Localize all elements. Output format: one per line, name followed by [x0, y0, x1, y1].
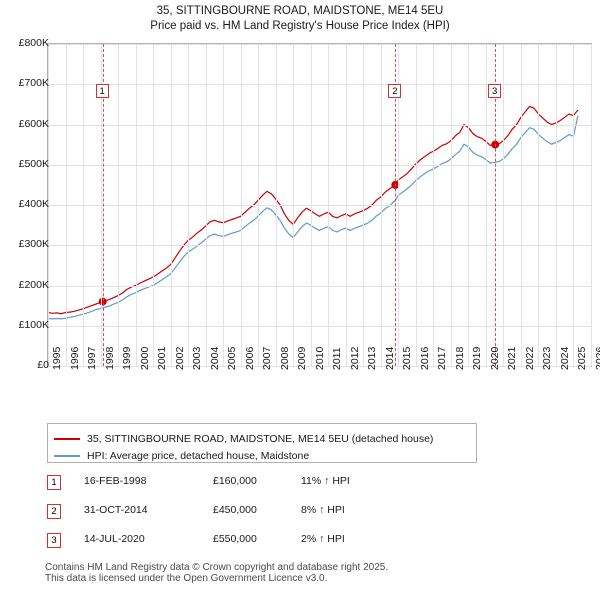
x-axis-tick-label: 2021 [506, 346, 519, 370]
x-axis-tick-label: 2023 [541, 346, 554, 370]
gridline-horizontal [48, 125, 591, 126]
x-axis-tick-label: 2022 [523, 346, 536, 370]
title-line-2: Price paid vs. HM Land Registry's House … [150, 20, 450, 32]
x-axis-tick-label: 2020 [488, 346, 501, 370]
y-axis-tick-label: £600K [18, 117, 49, 130]
event-row-number: 3 [47, 533, 61, 548]
title-line-1: 35, SITTINGBOURNE ROAD, MAIDSTONE, ME14 … [156, 5, 444, 17]
x-axis-tick-label: 2011 [331, 347, 344, 370]
event-row-price: £450,000 [213, 504, 257, 516]
gridline-horizontal [48, 286, 591, 287]
legend-label: HPI: Average price, detached house, Maid… [87, 450, 310, 462]
y-axis-tick-label: £0 [37, 359, 49, 371]
event-number-badge: 1 [95, 84, 109, 98]
x-axis-tick-label: 2018 [453, 346, 466, 370]
y-axis-tick-label: £300K [18, 238, 49, 251]
event-number-badge: 3 [488, 84, 502, 98]
gridline-horizontal [48, 165, 591, 166]
y-axis-tick-label: £100K [18, 318, 49, 331]
event-row-date: 16-FEB-1998 [84, 475, 147, 487]
gridline-vertical [591, 44, 592, 366]
gridline-horizontal [48, 245, 591, 246]
x-axis-tick-label: 2016 [418, 346, 431, 370]
gridline-horizontal [48, 84, 591, 85]
gridline-horizontal [48, 326, 591, 327]
y-axis-tick-label: £200K [18, 278, 49, 291]
gridline-horizontal [48, 366, 591, 367]
legend-color-swatch [54, 438, 80, 440]
gridline-horizontal [48, 44, 591, 45]
price-chart-plot-area [47, 43, 592, 367]
chart-series-line [48, 105, 579, 315]
x-axis-tick-label: 1996 [68, 346, 81, 370]
chart-series-line [48, 115, 579, 320]
footer-line-1: Contains HM Land Registry data © Crown c… [45, 562, 389, 573]
x-axis-tick-label: 1999 [121, 346, 134, 370]
x-axis-tick-label: 2025 [576, 346, 589, 370]
x-axis-tick-label: 2001 [156, 346, 169, 370]
event-row-price: £550,000 [213, 533, 257, 545]
y-axis-tick-label: £500K [18, 157, 49, 170]
x-axis-tick-label: 1998 [103, 346, 116, 370]
gridline-horizontal [48, 205, 591, 206]
x-axis-tick-label: 2007 [261, 346, 274, 370]
x-axis-tick-label: 2000 [138, 346, 151, 370]
x-axis-tick-label: 2009 [296, 346, 309, 370]
x-axis-tick-label: 2008 [278, 346, 291, 370]
x-axis-tick-label: 1995 [51, 346, 63, 370]
x-axis-tick-label: 2015 [401, 346, 414, 370]
event-row-number: 1 [47, 475, 61, 490]
x-axis-tick-label: 2024 [558, 346, 571, 370]
event-marker-line [495, 44, 496, 366]
chart-legend: 35, SITTINGBOURNE ROAD, MAIDSTONE, ME14 … [47, 423, 477, 463]
x-axis-tick-label: 2026 [594, 346, 600, 370]
event-number-badge: 2 [388, 84, 402, 98]
x-axis-tick-label: 2013 [366, 346, 379, 370]
page-title: 35, SITTINGBOURNE ROAD, MAIDSTONE, ME14 … [0, 4, 600, 34]
x-axis-tick-label: 2019 [471, 346, 484, 370]
x-axis-tick-label: 2006 [243, 346, 256, 370]
event-row-date: 14-JUL-2020 [84, 533, 145, 545]
legend-color-swatch [54, 455, 80, 457]
x-axis-tick-label: 2004 [208, 346, 221, 370]
event-row-hpi-delta: 2% ↑ HPI [301, 533, 345, 545]
x-axis-tick-label: 2002 [173, 346, 186, 370]
x-axis-tick-label: 2003 [191, 346, 204, 370]
event-row-number: 2 [47, 504, 61, 519]
legend-item: HPI: Average price, detached house, Maid… [54, 448, 309, 464]
x-axis-tick-label: 2017 [436, 346, 449, 370]
legend-item: 35, SITTINGBOURNE ROAD, MAIDSTONE, ME14 … [54, 431, 433, 447]
y-axis-tick-label: £800K [18, 37, 49, 49]
y-axis-tick-label: £400K [18, 198, 49, 210]
event-row-date: 31-OCT-2014 [84, 504, 148, 516]
x-axis-tick-label: 2005 [226, 346, 239, 370]
event-row-hpi-delta: 8% ↑ HPI [301, 504, 345, 516]
footer-line-2: This data is licensed under the Open Gov… [45, 573, 328, 584]
x-axis-tick-label: 2010 [313, 346, 326, 370]
legend-label: 35, SITTINGBOURNE ROAD, MAIDSTONE, ME14 … [87, 433, 434, 445]
event-row-price: £160,000 [213, 475, 257, 487]
event-marker-line [395, 44, 396, 366]
event-row-hpi-delta: 11% ↑ HPI [301, 475, 350, 487]
sale-point-marker [98, 297, 107, 306]
x-axis-tick-label: 2014 [383, 346, 396, 370]
y-axis-tick-label: £700K [18, 77, 49, 90]
x-axis-tick-label: 2012 [348, 346, 361, 370]
event-marker-line [103, 44, 104, 366]
x-axis-tick-label: 1997 [86, 346, 99, 370]
